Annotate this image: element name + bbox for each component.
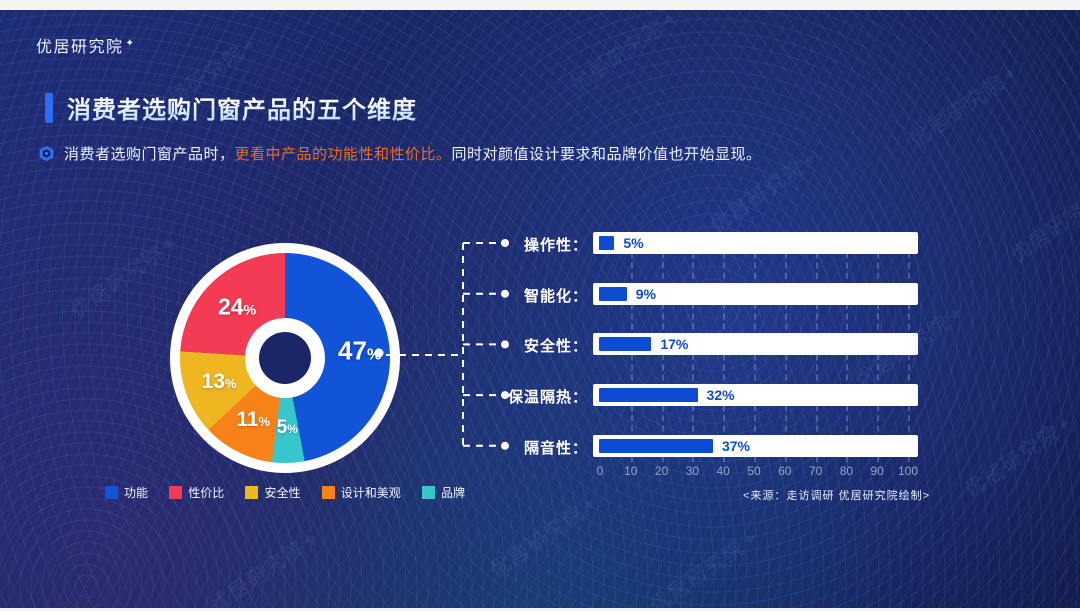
legend-swatch: [169, 486, 183, 499]
bar-row: 智能化： 9%: [460, 282, 940, 305]
pie-chart: 47% 5% 11% 13% 24%: [170, 243, 400, 473]
legend-item: 功能: [105, 484, 148, 501]
legend-swatch: [105, 486, 118, 499]
hexagon-bullet-icon: [39, 145, 54, 162]
bar-value-label: 32%: [706, 387, 735, 404]
background-watermark: 优居研究院✦: [1006, 175, 1080, 268]
pie-hole: [259, 332, 311, 384]
top-white-strip: [0, 0, 1080, 10]
legend-label: 设计和美观: [340, 486, 401, 500]
bar-fill: [599, 286, 627, 301]
page-title: 消费者选购门窗产品的五个维度: [67, 90, 417, 125]
x-axis-tick: 80: [839, 464, 854, 478]
legend-item: 性价比: [169, 484, 224, 501]
intro-pre: 消费者选购门窗产品时，: [64, 146, 235, 163]
sparkle-icon: ✦: [125, 37, 136, 49]
background-watermark: 优居研究院✦: [646, 525, 765, 611]
background-watermark: 优居研究院✦: [906, 60, 1025, 153]
bar-fill: [599, 388, 698, 403]
legend-label: 品牌: [440, 486, 465, 500]
legend-label: 安全性: [264, 486, 301, 500]
legend-item: 安全性: [245, 484, 300, 501]
intro-post: 同时对颜值设计要求和品牌价值也开始显现。: [451, 146, 762, 163]
intro-highlight: 更看中产品的功能性和性价比。: [234, 146, 452, 163]
bar-chart: 0 10 20 30 40 50 60 70 80 90 100 操作性： 5% 智能化： 9% 安全性： 17…: [460, 232, 940, 487]
x-axis-tick: 100: [897, 464, 919, 478]
intro-text: 消费者选购门窗产品时，更看中产品的功能性和性价比。同时对颜值设计要求和品牌价值也…: [64, 143, 762, 164]
x-axis-tick: 40: [716, 464, 730, 478]
legend-swatch: [321, 486, 335, 499]
legend-item: 品牌: [421, 484, 465, 501]
bar-value-label: 37%: [721, 437, 750, 454]
bar-row: 隔音性： 37%: [460, 434, 940, 457]
logo-text: 优居研究院: [36, 39, 124, 56]
bar-fill: [599, 337, 652, 352]
x-axis-tick: 20: [654, 464, 669, 478]
legend-label: 功能: [124, 486, 149, 500]
background-watermark: 优居研究院✦: [486, 490, 605, 583]
title-row: 消费者选购门窗产品的五个维度: [45, 90, 417, 125]
x-axis-tick: 50: [747, 464, 761, 478]
pie-slice-label: 24%: [217, 293, 257, 320]
source-note: <来源：走访调研 优居研究院绘制>: [743, 490, 930, 502]
pie-slice-label: 13%: [201, 369, 237, 393]
bar-track: 32%: [593, 384, 918, 407]
x-axis-tick: 90: [870, 464, 884, 478]
legend-item: 设计和美观: [321, 484, 401, 501]
bar-category-label: 保温隔热：: [507, 389, 588, 407]
bar-category-label: 安全性：: [523, 338, 588, 356]
pie-slice-label: 5%: [276, 416, 298, 438]
bar-track: 9%: [593, 282, 918, 305]
bar-row: 保温隔热： 32%: [460, 384, 940, 407]
x-axis-tick: 10: [624, 464, 638, 478]
legend-swatch: [421, 486, 435, 499]
background-watermark: 优居研究院✦: [566, 5, 685, 98]
bar-value-label: 9%: [635, 285, 656, 302]
legend-label: 性价比: [188, 486, 225, 500]
bar-value-label: 17%: [660, 336, 689, 353]
pie-legend: 功能 性价比 安全性 设计和美观 品牌: [105, 484, 465, 501]
legend-swatch: [245, 486, 259, 499]
pie-slice-label: 11%: [236, 408, 271, 432]
bar-track: 17%: [593, 333, 918, 356]
x-axis-tick: 60: [778, 464, 792, 478]
bar-category-label: 智能化：: [523, 287, 588, 305]
brand-logo: 优居研究院 ✦: [36, 33, 135, 57]
bar-category-label: 操作性：: [523, 237, 588, 254]
background-watermark: 优居研究院✦: [961, 410, 1080, 503]
x-axis-tick: 70: [808, 464, 823, 478]
pie-slice-label: 47%: [338, 335, 382, 366]
x-axis-tick: 30: [685, 464, 700, 478]
bar-fill: [599, 236, 615, 250]
background-watermark: 优居研究院✦: [206, 525, 325, 611]
bar-row: 操作性： 5%: [460, 232, 940, 254]
x-axis-tick: 0: [596, 464, 604, 478]
bar-row: 安全性： 17%: [460, 333, 940, 356]
bar-fill: [599, 438, 713, 453]
intro-line: 消费者选购门窗产品时，更看中产品的功能性和性价比。同时对颜值设计要求和品牌价值也…: [38, 143, 762, 164]
bar-category-label: 隔音性：: [523, 439, 588, 457]
bar-track: 5%: [593, 232, 918, 254]
background-watermark: 优居研究院✦: [66, 230, 185, 323]
bottom-white-strip: [0, 608, 1080, 611]
bar-value-label: 5%: [623, 235, 644, 251]
bar-track: 37%: [593, 434, 918, 457]
title-accent-bar: [45, 92, 53, 123]
